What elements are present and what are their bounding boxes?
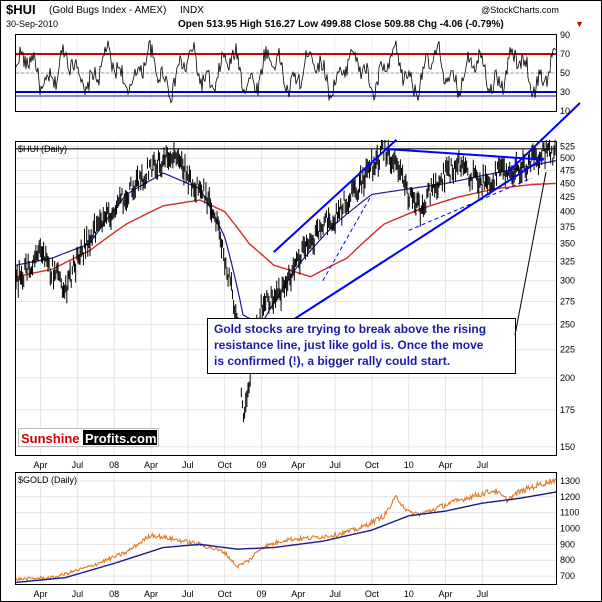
gold-x-label: 10 xyxy=(404,589,414,599)
gold-tick-label: 1100 xyxy=(560,508,579,518)
gold-tick-label: 1200 xyxy=(560,492,580,502)
gold-price-line xyxy=(15,477,557,582)
chg-arrow: ▼ xyxy=(575,19,584,29)
price-x-label: Jul xyxy=(329,460,341,470)
rsi-tick-label: 70 xyxy=(560,49,570,59)
price-tick-label: 300 xyxy=(560,276,575,286)
price-tick-label: 150 xyxy=(560,442,575,452)
gold-tick-label: 1300 xyxy=(560,476,580,486)
gold-x-label: Apr xyxy=(291,589,305,599)
price-tick-label: 200 xyxy=(560,373,575,383)
date: 30-Sep-2010 xyxy=(6,19,58,29)
price-panel-title: $HUI (Daily) xyxy=(18,144,67,154)
price-tick-label: 250 xyxy=(560,319,575,329)
price-x-label: Apr xyxy=(291,460,305,470)
gold-ma-line xyxy=(15,491,557,584)
price-tick-label: 175 xyxy=(560,405,575,415)
channel-dashed-line xyxy=(322,194,373,281)
gold-tick-label: 700 xyxy=(560,571,575,581)
price-x-label: Oct xyxy=(218,460,233,470)
price-x-label: Jul xyxy=(182,460,194,470)
logo-profits: Profits.com xyxy=(85,431,157,446)
exchange: INDX xyxy=(180,5,204,16)
gold-tick-label: 1000 xyxy=(560,524,580,534)
trend-line xyxy=(285,157,545,326)
price-tick-label: 375 xyxy=(560,222,575,232)
sunshine-profits-logo: Sunshine Profits.com xyxy=(18,428,159,447)
channel-dashed-line xyxy=(408,177,532,231)
price-x-label: Apr xyxy=(439,460,453,470)
price-tick-label: 450 xyxy=(560,178,575,188)
price-tick-label: 475 xyxy=(560,166,575,176)
price-tick-label: 325 xyxy=(560,257,575,267)
gold-x-label: Oct xyxy=(218,589,233,599)
annotation-line-1: Gold stocks are trying to break above th… xyxy=(214,322,486,336)
gold-x-label: Apr xyxy=(144,589,158,599)
line-layer xyxy=(15,39,581,584)
price-x-label: Apr xyxy=(34,460,48,470)
symbol: $HUI xyxy=(6,2,36,17)
price-panel xyxy=(15,141,557,456)
gold-x-label: 08 xyxy=(109,589,119,599)
gold-x-label: Jul xyxy=(182,589,194,599)
breakout-trend-line xyxy=(506,102,581,174)
trend-line xyxy=(384,147,544,161)
ma-long-line xyxy=(15,182,556,278)
price-tick-label: 350 xyxy=(560,239,575,249)
gold-panel-title: $GOLD (Daily) xyxy=(18,475,77,485)
gold-x-label: Jul xyxy=(477,589,489,599)
annotation-line-3: is confirmed (!), a bigger rally could s… xyxy=(214,354,450,368)
price-tick-label: 525 xyxy=(560,142,575,152)
rsi-tick-label: 90 xyxy=(560,30,570,40)
gold-tick-label: 800 xyxy=(560,555,575,565)
price-tick-label: 500 xyxy=(560,153,575,163)
annotation-box: Gold stocks are trying to break above th… xyxy=(207,318,516,374)
price-tick-label: 275 xyxy=(560,297,575,307)
gold-x-label: Jul xyxy=(329,589,341,599)
price-x-label: Apr xyxy=(144,460,158,470)
price-x-label: 10 xyxy=(404,460,414,470)
rsi-tick-label: 10 xyxy=(560,106,570,116)
gold-x-label: Jul xyxy=(72,589,84,599)
annotation-pointer xyxy=(514,171,547,336)
index-name: (Gold Bugs Index - AMEX) xyxy=(49,5,166,16)
price-x-label: Jul xyxy=(72,460,84,470)
price-x-label: 09 xyxy=(256,460,266,470)
rsi-tick-label: 50 xyxy=(560,68,570,78)
price-tick-label: 425 xyxy=(560,192,575,202)
price-tick-label: 225 xyxy=(560,345,575,355)
copyright: @StockCharts.com xyxy=(481,5,559,15)
quote: Open 513.95 High 516.27 Low 499.88 Close… xyxy=(178,19,504,30)
price-x-label: 08 xyxy=(109,460,119,470)
gold-x-label: Oct xyxy=(365,589,380,599)
price-tick-label: 400 xyxy=(560,207,575,217)
trend-line xyxy=(273,139,398,253)
gold-tick-label: 900 xyxy=(560,539,575,549)
rsi-tick-label: 30 xyxy=(560,87,570,97)
price-x-label: Jul xyxy=(477,460,489,470)
logo-sunshine: Sunshine xyxy=(21,431,80,446)
gold-x-label: Apr xyxy=(34,589,48,599)
annotation-line-2: resistance line, just like gold is. Once… xyxy=(214,338,484,352)
gold-x-label: 09 xyxy=(256,589,266,599)
rsi-series-line xyxy=(15,39,557,104)
price-x-label: Oct xyxy=(365,460,380,470)
gold-x-label: Apr xyxy=(439,589,453,599)
